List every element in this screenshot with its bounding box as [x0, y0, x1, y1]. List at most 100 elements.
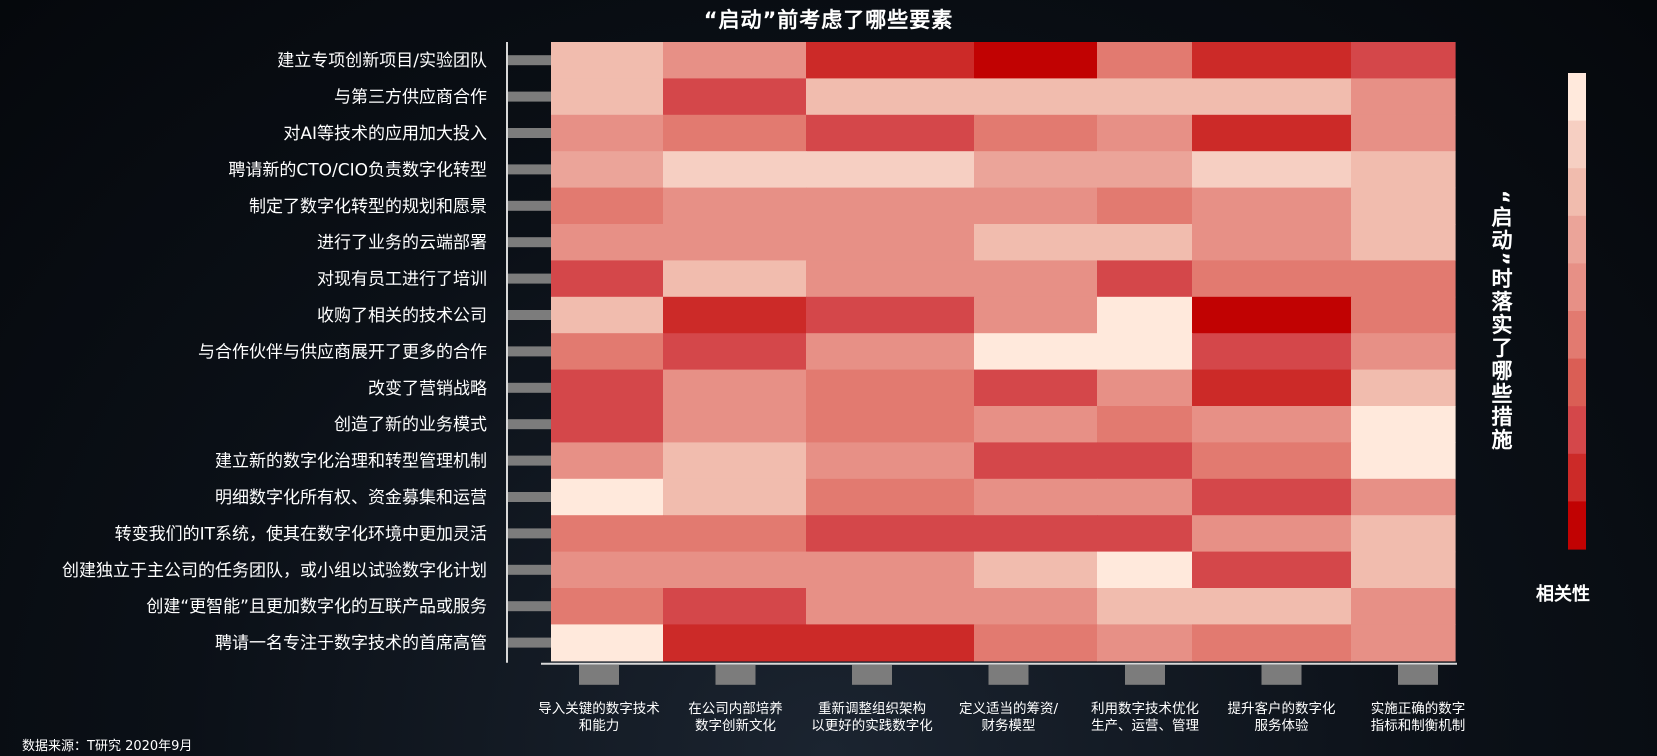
heatmap-cell [663, 151, 807, 189]
heatmap-cell [1351, 260, 1456, 298]
heatmap-cell [974, 151, 1098, 189]
heatmap-cell [1192, 406, 1352, 443]
heatmap-cell [1097, 151, 1193, 189]
heatmap-cell [1351, 114, 1456, 152]
heatmap-cell [1097, 624, 1193, 662]
row-tick [508, 200, 551, 211]
heatmap-cell [1192, 187, 1352, 225]
heatmap-cell [806, 515, 975, 553]
heatmap-cell [551, 296, 664, 334]
heatmap-cell [1097, 260, 1193, 298]
heatmap-cell [974, 406, 1098, 443]
heatmap-cell [1351, 551, 1456, 589]
heatmap-cell [551, 42, 664, 79]
heatmap-cell [551, 114, 664, 152]
legend-swatch [1568, 73, 1586, 122]
heatmap-cell [551, 151, 664, 189]
column-tick [715, 664, 756, 685]
heatmap-cell [1351, 42, 1456, 79]
row-tick [508, 346, 551, 357]
heatmap-cell [806, 260, 975, 298]
heatmap-cell [1192, 588, 1352, 625]
column-label: 以更好的实践数字化 [811, 718, 933, 734]
heatmap-cell [551, 224, 664, 261]
row-label: 改变了营销战略 [368, 379, 487, 399]
heatmap-cell [1097, 114, 1193, 152]
row-tick [508, 419, 551, 430]
heatmap-cell [1351, 224, 1456, 261]
heatmap-cell [1351, 296, 1456, 334]
heatmap-cell [974, 515, 1098, 553]
heatmap-cell [1351, 478, 1456, 516]
row-tick [508, 310, 551, 320]
heatmap-cell [663, 187, 807, 225]
row-tick [508, 637, 551, 648]
heatmap-cell [806, 42, 975, 79]
heatmap-cell [663, 78, 807, 116]
heatmap-cell [1192, 624, 1352, 662]
heatmap-cell [806, 187, 975, 225]
heatmap-cell [663, 442, 807, 480]
heatmap-cell [806, 442, 975, 480]
heatmap-cell [1097, 478, 1193, 516]
heatmap-cell [663, 42, 807, 79]
row-label: 创建独立于主公司的任务团队，或小组以试验数字化计划 [62, 561, 487, 581]
row-label: 进行了业务的云端部署 [317, 233, 487, 253]
heatmap-cell [974, 187, 1098, 225]
heatmap-cell [551, 260, 664, 298]
legend-swatch [1568, 168, 1586, 217]
row-tick [508, 91, 551, 102]
heatmap-cell [551, 333, 664, 371]
heatmap-cell [551, 78, 664, 116]
heatmap-cell [1192, 333, 1352, 371]
row-label: 建立新的数字化治理和转型管理机制 [215, 452, 487, 472]
heatmap-cell [663, 224, 807, 261]
heatmap-cell [1097, 369, 1193, 407]
column-label: 服务体验 [1255, 718, 1309, 734]
heatmap-cell [1097, 78, 1193, 116]
column-tick [1261, 664, 1302, 685]
legend-swatch [1568, 215, 1586, 264]
row-tick [508, 273, 551, 284]
heatmap-cell [1192, 42, 1352, 79]
heatmap-cell [1192, 78, 1352, 116]
heatmap-cell [806, 369, 975, 407]
column-label: 财务模型 [982, 718, 1036, 734]
column-label: 重新调整组织架构 [818, 701, 926, 717]
heatmap-cell [974, 442, 1098, 480]
heatmap-cell [663, 369, 807, 407]
heatmap-cell [663, 588, 807, 625]
legend-swatch [1568, 263, 1586, 312]
column-label: 利用数字技术优化 [1091, 701, 1199, 717]
heatmap-cell [1097, 406, 1193, 443]
row-label: 建立专项创新项目/实验团队 [277, 51, 487, 71]
heatmap-cell [1351, 624, 1456, 662]
legend-swatch [1568, 501, 1586, 550]
heatmap-cell [551, 515, 664, 553]
heatmap-cell [1192, 442, 1352, 480]
heatmap-cell [1351, 515, 1456, 553]
heatmap-cell [974, 333, 1098, 371]
heatmap-cell [551, 187, 664, 225]
heatmap-cell [1097, 442, 1193, 480]
heatmap-cell [551, 478, 664, 516]
heatmap-cell [1351, 369, 1456, 407]
heatmap-cell [806, 551, 975, 589]
column-label: 定义适当的筹资/ [959, 700, 1058, 717]
row-tick [508, 455, 551, 466]
heatmap-cell [663, 114, 807, 152]
heatmap-cell [974, 369, 1098, 407]
heatmap-cell [974, 624, 1098, 662]
chart-title: “启动”前考虑了哪些要素 [703, 8, 954, 32]
heatmap-cell [1192, 260, 1352, 298]
column-tick [988, 664, 1029, 685]
heatmap-cell [806, 406, 975, 443]
heatmap-cell [663, 296, 807, 334]
heatmap-cell [663, 478, 807, 516]
heatmap-cell [1192, 478, 1352, 516]
heatmap-cell [1351, 406, 1456, 443]
heatmap-cell [1192, 369, 1352, 407]
heatmap-cell [1097, 224, 1193, 261]
heatmap-cell [1351, 187, 1456, 225]
